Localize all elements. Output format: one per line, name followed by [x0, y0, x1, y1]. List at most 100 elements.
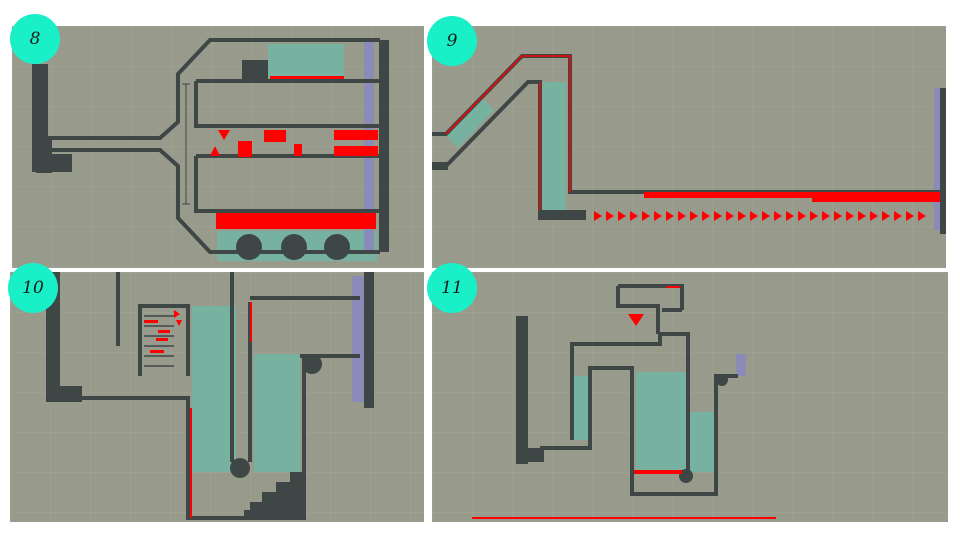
red-triangle-spike-icon	[606, 211, 614, 221]
red-triangle-spike-icon	[810, 211, 818, 221]
right-wall	[364, 272, 374, 408]
red-triangle-spike-icon	[702, 211, 710, 221]
red-triangle-spike-icon	[798, 211, 806, 221]
red-triangle-spike-icon	[870, 211, 878, 221]
right-wall	[940, 88, 946, 234]
left-pillar	[516, 316, 528, 464]
round-platform-wheel-icon	[302, 354, 322, 374]
level-panel-9	[432, 26, 946, 268]
level-badge-11: 11	[427, 263, 477, 313]
red-triangle-spike-icon	[726, 211, 734, 221]
lava-block	[238, 141, 252, 157]
level-9-map	[432, 26, 946, 268]
round-platform-wheel-icon	[236, 234, 262, 260]
red-triangle-spike-icon	[894, 211, 902, 221]
red-triangle-spike-icon	[786, 211, 794, 221]
red-triangle-spike-icon	[666, 211, 674, 221]
red-triangle-spike-icon	[822, 211, 830, 221]
red-triangle-spike-icon	[628, 314, 644, 326]
red-triangle-spike-icon	[678, 211, 686, 221]
red-triangle-spike-icon	[654, 211, 662, 221]
level-panel-10	[10, 272, 424, 522]
lava-floor	[216, 213, 376, 229]
maze-wall	[570, 332, 690, 472]
lava-bar	[144, 320, 158, 323]
laser-edge	[445, 55, 571, 192]
round-platform-wheel-icon	[716, 374, 728, 386]
lava-block	[334, 130, 378, 140]
round-platform-wheel-icon	[230, 458, 250, 478]
red-triangle-spike-icon	[594, 211, 602, 221]
water-pool	[542, 82, 566, 220]
exit-door-bar-icon	[352, 276, 364, 402]
red-triangle-spike-icon	[738, 211, 746, 221]
level-badge-8: 8	[10, 14, 60, 64]
lava-strip	[270, 76, 344, 79]
red-triangle-spike-icon	[750, 211, 758, 221]
red-triangle-spike-icon	[762, 211, 770, 221]
inner-wall	[194, 156, 380, 213]
inner-wall	[194, 81, 380, 128]
maze-wall	[616, 286, 660, 334]
lava-block	[264, 130, 286, 142]
water-pool	[636, 372, 686, 472]
round-platform-wheel-icon	[679, 469, 693, 483]
stair-block	[244, 472, 304, 518]
lava-block	[294, 144, 302, 156]
red-triangle-spike-icon	[618, 211, 626, 221]
level-panel-8	[12, 26, 424, 268]
ledge	[538, 210, 586, 220]
red-triangle-spike-icon	[834, 211, 842, 221]
lava-strip	[812, 194, 940, 202]
red-triangle-spike-icon	[714, 211, 722, 221]
step-block	[48, 154, 72, 172]
spike-row	[594, 211, 926, 221]
red-triangle-spike-icon	[174, 310, 180, 318]
laser-edge	[190, 408, 192, 518]
ledge	[432, 162, 448, 170]
water-pool	[268, 44, 344, 78]
left-pillar	[32, 64, 48, 172]
water-pool	[574, 376, 592, 440]
round-platform-wheel-icon	[281, 234, 307, 260]
red-triangle-spike-icon	[774, 211, 782, 221]
red-triangle-spike-icon	[218, 130, 230, 140]
red-triangle-spike-icon	[882, 211, 890, 221]
red-triangle-spike-icon	[918, 211, 926, 221]
red-triangle-spike-icon	[858, 211, 866, 221]
level-panel-11	[432, 272, 948, 522]
round-platform-wheel-icon	[324, 234, 350, 260]
step-block	[60, 386, 82, 402]
maze-wall	[618, 284, 684, 310]
step-block	[242, 60, 268, 80]
red-triangle-spike-icon	[906, 211, 914, 221]
level-11-map	[432, 272, 948, 522]
water-pool	[192, 306, 236, 472]
level-8-map	[12, 26, 424, 268]
lava-strip	[634, 470, 682, 474]
lava-block	[334, 146, 378, 156]
red-triangle-spike-icon	[690, 211, 698, 221]
lava-floor-line	[472, 517, 776, 519]
water-pool	[446, 98, 494, 148]
lava-bar	[158, 330, 170, 333]
step-block	[528, 448, 544, 462]
red-triangle-spike-icon	[630, 211, 638, 221]
red-triangle-spike-icon	[642, 211, 650, 221]
water-pool	[690, 412, 716, 472]
level-badge-9: 9	[427, 16, 477, 66]
lava-strip	[644, 192, 940, 198]
lava-strip	[666, 286, 680, 288]
lava-bar	[156, 338, 168, 341]
red-triangle-spike-icon	[176, 320, 182, 326]
level-10-map	[10, 272, 424, 522]
exit-door-bar-icon	[736, 354, 746, 376]
cage-wall	[138, 304, 190, 376]
red-triangle-spike-icon	[210, 146, 220, 156]
lava-bar	[150, 350, 164, 353]
exit-door-bar-icon	[934, 88, 944, 230]
red-triangle-spike-icon	[846, 211, 854, 221]
water-pool	[254, 354, 300, 472]
laser-edge	[250, 302, 252, 342]
level-badge-10: 10	[8, 263, 58, 313]
